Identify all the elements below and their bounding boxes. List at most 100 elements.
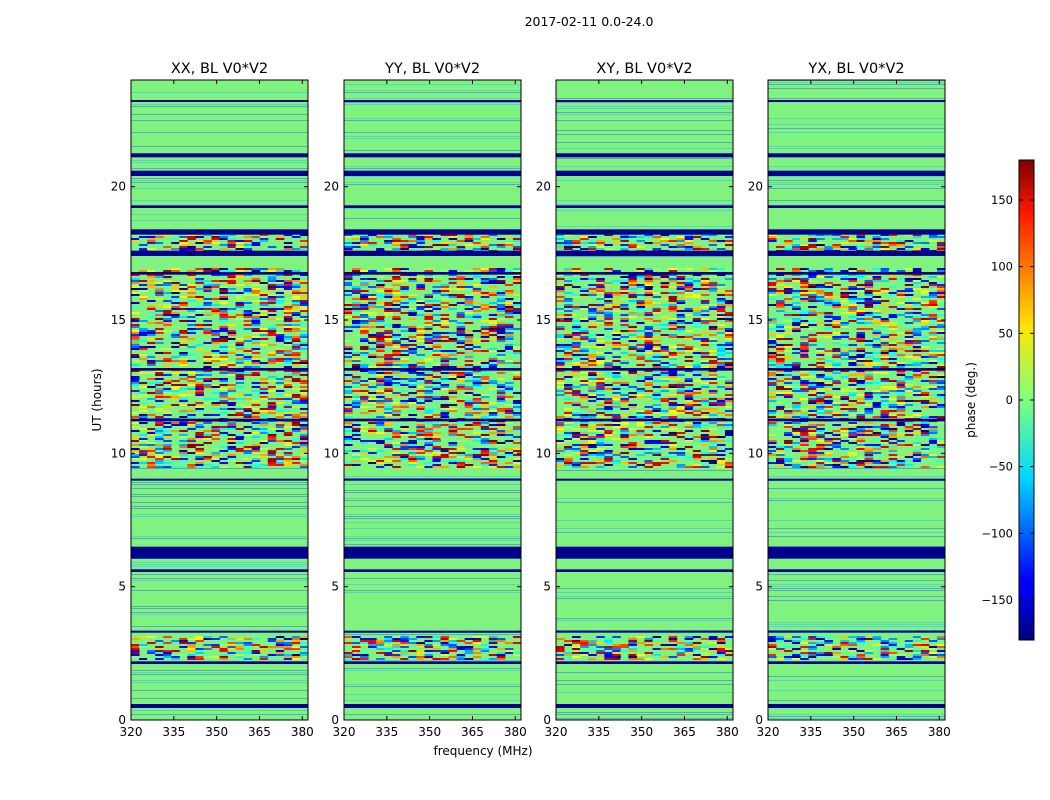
phase-cell [360, 312, 369, 314]
phase-cell [620, 434, 629, 436]
phase-row [556, 672, 733, 673]
phase-cell [392, 350, 401, 352]
phase-row [131, 506, 308, 507]
phase-cell [724, 414, 733, 416]
phase-cell [251, 446, 261, 448]
phase-cell [251, 268, 261, 270]
phase-cell [155, 408, 164, 410]
phase-row [131, 564, 308, 565]
phase-cell [588, 338, 597, 340]
phase-cell [488, 382, 498, 384]
phase-cell [644, 310, 654, 312]
phase-cell [936, 270, 945, 272]
phase-cell [283, 398, 293, 400]
phase-cell [700, 652, 710, 654]
phase-cell [291, 280, 301, 282]
phase-cell [211, 434, 220, 436]
phase-cell [440, 354, 450, 356]
phase-cell [708, 356, 718, 358]
phase-cell [512, 462, 521, 464]
phase-cell [904, 268, 914, 270]
phase-cell [620, 432, 629, 434]
phase-cell [724, 290, 733, 292]
phase-cell [684, 650, 694, 652]
phase-cell [456, 454, 466, 456]
phase-cell [400, 354, 409, 356]
phase-cell [267, 640, 277, 642]
phase-cell [636, 330, 645, 332]
phase-cell [496, 654, 506, 656]
phase-cell [488, 410, 498, 412]
phase-cell [700, 294, 710, 296]
phase-cell [432, 440, 442, 442]
phase-cell [464, 296, 474, 298]
phase-cell [384, 466, 393, 468]
phase-cell [644, 430, 654, 432]
phase-cell [612, 438, 621, 440]
phase-cell [472, 394, 482, 396]
phase-cell [612, 352, 621, 354]
phase-cell [227, 348, 237, 350]
phase-cell [408, 410, 417, 412]
phase-cell [480, 450, 490, 452]
phase-cell [163, 436, 172, 438]
phase-cell [408, 308, 417, 310]
phase-cell [660, 322, 670, 324]
phase-cell [243, 412, 253, 414]
phase-cell [912, 242, 922, 244]
phase-cell [440, 408, 450, 410]
phase-cell [432, 240, 442, 242]
phase-cell [580, 292, 589, 294]
phase-cell [259, 310, 269, 312]
phase-cell [440, 378, 450, 380]
phase-cell [408, 370, 417, 372]
phase-cell [299, 642, 308, 644]
phase-cell [448, 426, 458, 428]
phase-cell [131, 450, 140, 452]
phase-cell [376, 356, 385, 358]
phase-cell [400, 364, 409, 366]
phase-cell [400, 290, 409, 292]
phase-cell [644, 414, 654, 416]
phase-cell [480, 434, 490, 436]
phase-cell [360, 270, 369, 272]
phase-cell [344, 246, 353, 248]
phase-cell [376, 652, 385, 654]
phase-cell [235, 302, 245, 304]
phase-cell [676, 366, 686, 368]
phase-cell [432, 366, 442, 368]
phase-cell [267, 638, 277, 640]
phase-cell [283, 374, 293, 376]
phase-cell [888, 274, 898, 276]
phase-cell [496, 290, 506, 292]
phase-cell [660, 274, 670, 276]
phase-cell [660, 276, 670, 278]
phase-cell [155, 314, 164, 316]
phase-cell [424, 316, 433, 318]
phase-cell [400, 456, 409, 458]
phase-cell [472, 448, 482, 450]
phase-cell [400, 400, 409, 402]
phase-cell [259, 240, 269, 242]
phase-cell [564, 376, 573, 378]
phase-cell [512, 238, 521, 240]
phase-cell [235, 294, 245, 296]
phase-cell [171, 242, 180, 244]
phase-cell [612, 280, 621, 282]
phase-cell [219, 342, 229, 344]
phase-cell [155, 384, 164, 386]
phase-cell [299, 464, 308, 466]
phase-cell [512, 328, 521, 330]
phase-cell [448, 644, 458, 646]
phase-cell [352, 290, 361, 292]
phase-cell [251, 412, 261, 414]
phase-cell [588, 346, 597, 348]
phase-cell [424, 450, 433, 452]
phase-cell [856, 244, 866, 246]
phase-cell [644, 398, 654, 400]
phase-cell [171, 424, 180, 426]
phase-cell [856, 276, 866, 278]
phase-cell [596, 388, 605, 390]
phase-cell [368, 410, 377, 412]
